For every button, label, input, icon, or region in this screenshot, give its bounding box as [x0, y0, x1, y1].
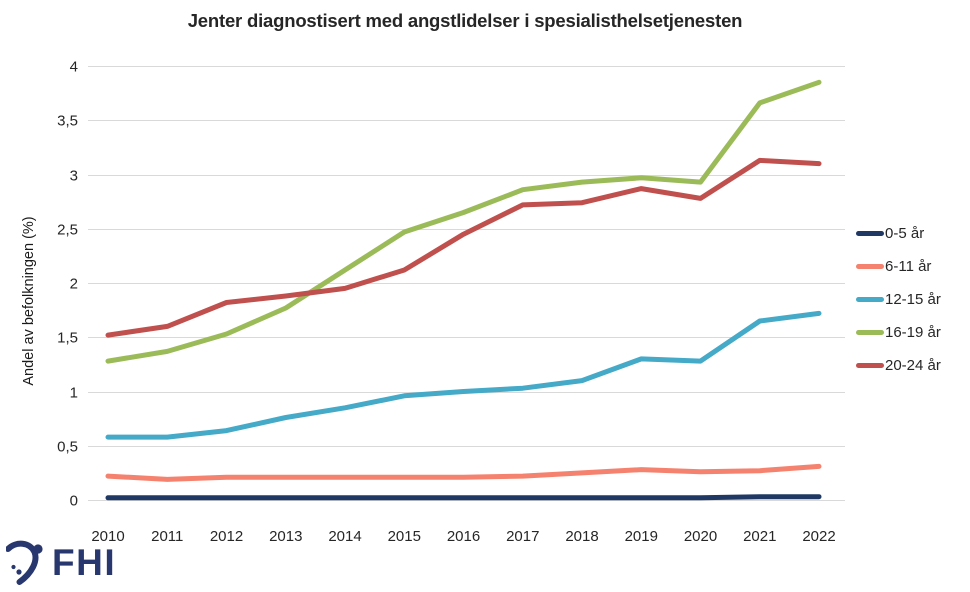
legend-label: 12-15 år — [885, 290, 941, 308]
y-tick-label: 3,5 — [57, 113, 78, 130]
y-tick-label: 0 — [70, 493, 78, 510]
legend-item-20-24år: 20-24 år — [856, 355, 968, 375]
legend-label: 0-5 år — [885, 224, 925, 242]
line-chart: 0 0,5 1 1,5 2 2,5 3 3,5 4 2010 2011 2012 2013 2014 201… — [57, 59, 845, 545]
y-tick-label: 0,5 — [57, 439, 78, 456]
x-tick-label: 2020 — [684, 528, 717, 545]
legend-label: 16-19 år — [885, 323, 941, 341]
legend-swatch — [856, 362, 884, 368]
x-tick-label: 2017 — [506, 528, 539, 545]
series-line-6-11år — [105, 463, 822, 482]
legend-item-16-19år: 16-19 år — [856, 322, 968, 342]
legend-swatch — [856, 329, 884, 335]
series-line-12-15år — [105, 310, 822, 440]
y-tick-label: 2 — [70, 276, 78, 293]
x-tick-label: 2014 — [328, 528, 361, 545]
x-tick-label: 2022 — [802, 528, 835, 545]
x-tick-label: 2010 — [91, 528, 124, 545]
y-tick-label: 2,5 — [57, 222, 78, 239]
y-tick-label: 3 — [70, 168, 78, 185]
series-line-20-24år — [105, 157, 822, 338]
chart-title: Jenter diagnostisert med angstlidelser i… — [187, 10, 743, 31]
x-tick-label: 2021 — [743, 528, 776, 545]
series-line-0-5år — [105, 494, 822, 501]
legend-label: 6-11 år — [885, 257, 932, 275]
legend-item-12-15år: 12-15 år — [856, 289, 968, 309]
legend-swatch — [856, 296, 884, 302]
x-tick-label: 2012 — [210, 528, 243, 545]
legend-label: 20-24 år — [885, 356, 941, 374]
y-tick-label: 4 — [70, 59, 78, 76]
legend-item-6-11år: 6-11 år — [856, 256, 968, 276]
x-tick-label: 2018 — [565, 528, 598, 545]
fhi-logo: FHI — [6, 540, 116, 586]
series-line-16-19år — [105, 79, 822, 364]
fhi-swoosh-icon — [6, 540, 43, 585]
y-tick-label: 1,5 — [57, 330, 78, 347]
x-tick-label: 2013 — [269, 528, 302, 545]
x-tick-label: 2019 — [625, 528, 658, 545]
legend-swatch — [856, 230, 884, 236]
x-tick-label: 2016 — [447, 528, 480, 545]
legend-item-0-5år: 0-5 år — [856, 223, 968, 243]
legend-swatch — [856, 263, 884, 269]
x-tick-label: 2015 — [388, 528, 421, 545]
chart-legend: 0-5 år 6-11 år 12-15 år 16-19 år 20-24 år — [856, 223, 968, 388]
y-tick-label: 1 — [70, 385, 78, 402]
x-tick-label: 2011 — [151, 528, 183, 545]
fhi-logo-text: FHI — [52, 542, 117, 583]
